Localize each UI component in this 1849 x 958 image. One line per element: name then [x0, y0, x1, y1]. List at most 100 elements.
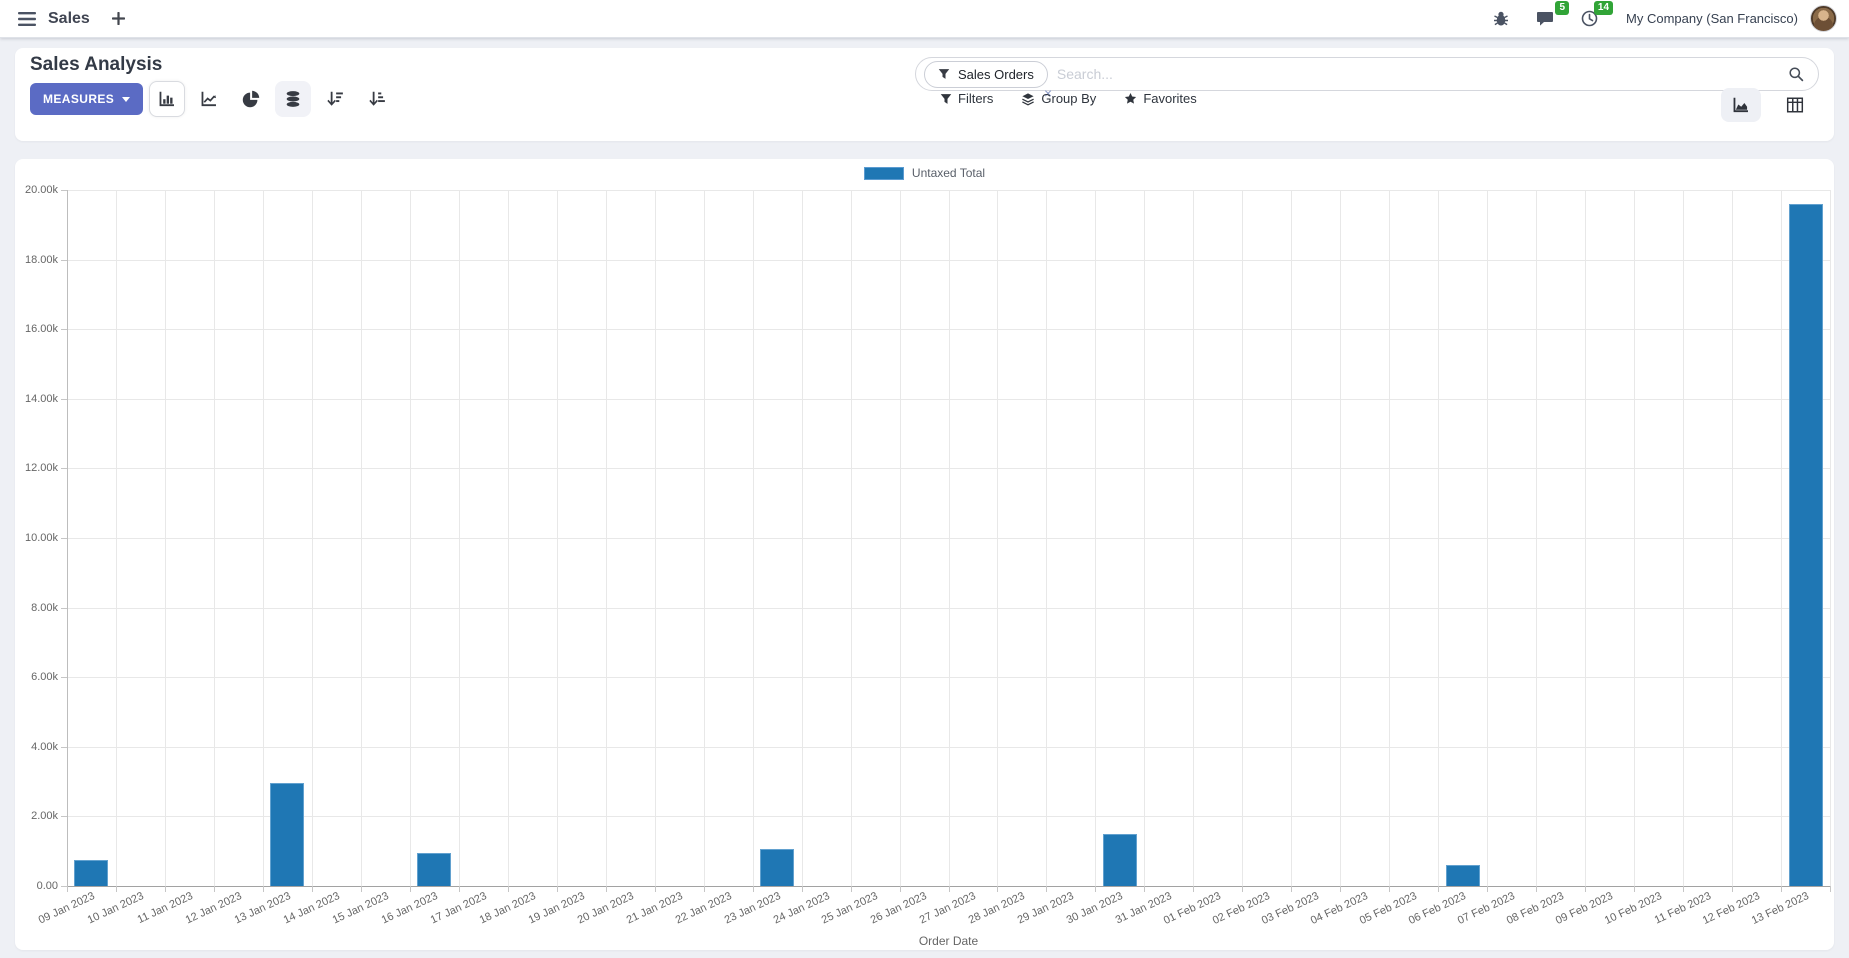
v-gridline	[1781, 190, 1783, 886]
group-by-button[interactable]: Group By	[1021, 91, 1096, 106]
filters-button[interactable]: Filters	[940, 91, 993, 106]
v-gridline	[654, 190, 656, 886]
facet-remove-icon[interactable]: ×	[1044, 85, 1053, 101]
bar-09-Jan-2023[interactable]	[74, 859, 109, 886]
x-tick	[115, 886, 117, 892]
stacked-toggle-button[interactable]	[275, 81, 312, 117]
group-by-label: Group By	[1041, 91, 1097, 106]
x-tick	[850, 886, 852, 892]
x-tick	[654, 886, 656, 892]
v-gridline	[948, 190, 950, 886]
filter-icon	[940, 93, 952, 105]
x-tick	[899, 886, 901, 892]
graph-view-button[interactable]	[1721, 88, 1761, 122]
y-tick	[61, 677, 67, 679]
plus-icon	[112, 12, 126, 25]
sort-ascending-icon	[369, 91, 386, 106]
favorites-button[interactable]: Favorites	[1124, 91, 1197, 106]
x-tick	[1732, 886, 1734, 892]
filters-label: Filters	[958, 91, 994, 106]
sort-descending-button[interactable]	[317, 81, 353, 117]
apps-menu-button[interactable]	[12, 4, 42, 34]
search-bar[interactable]: Sales Orders Search...	[915, 57, 1819, 91]
y-axis-label: 2.00k	[31, 810, 58, 823]
x-tick	[1585, 886, 1587, 892]
legend-swatch	[863, 166, 904, 180]
clock-icon	[1581, 10, 1597, 27]
debug-button[interactable]	[1486, 4, 1516, 34]
search-placeholder[interactable]: Search...	[1056, 66, 1113, 82]
bar-16-Jan-2023[interactable]	[417, 852, 452, 886]
x-tick	[360, 886, 362, 892]
v-gridline	[507, 190, 509, 886]
y-axis-label: 18.00k	[24, 253, 58, 266]
sort-descending-icon	[327, 91, 344, 106]
v-gridline	[850, 190, 852, 886]
bar-chart-icon	[159, 91, 175, 107]
x-tick	[1144, 886, 1146, 892]
view-toolbar: MEASURES	[30, 81, 395, 117]
x-tick	[409, 886, 411, 892]
company-switcher[interactable]: My Company (San Francisco)	[1626, 11, 1798, 26]
stacked-icon	[286, 91, 300, 107]
pie-chart-icon	[243, 90, 260, 108]
y-tick	[61, 816, 67, 818]
hamburger-icon	[18, 11, 36, 26]
bar-13-Jan-2023[interactable]	[270, 783, 305, 886]
pivot-view-button[interactable]	[1775, 88, 1815, 122]
v-gridline	[1193, 190, 1195, 886]
search-icon[interactable]	[1788, 66, 1804, 82]
v-gridline	[360, 190, 362, 886]
x-tick	[1291, 886, 1293, 892]
bar-06-Feb-2023[interactable]	[1445, 865, 1480, 886]
pie-chart-button[interactable]	[233, 81, 269, 117]
y-tick	[61, 886, 67, 887]
app-name[interactable]: Sales	[48, 9, 90, 27]
bar-30-Jan-2023[interactable]	[1102, 833, 1137, 886]
sort-ascending-button[interactable]	[359, 81, 395, 117]
messages-badge: 5	[1555, 0, 1570, 15]
line-chart-icon	[201, 91, 217, 107]
v-gridline	[262, 190, 264, 886]
chart-legend[interactable]: Untaxed Total	[15, 166, 1834, 180]
search-facet-label: Sales Orders	[958, 66, 1034, 82]
page-title: Sales Analysis	[30, 54, 163, 75]
measures-button[interactable]: MEASURES	[30, 83, 144, 115]
x-tick	[1683, 886, 1685, 892]
x-tick	[801, 886, 803, 892]
messages-button[interactable]: 5	[1530, 0, 1570, 34]
x-tick	[507, 886, 509, 892]
v-gridline	[1830, 190, 1831, 886]
bar-13-Feb-2023[interactable]	[1788, 203, 1823, 886]
v-gridline	[1634, 190, 1636, 886]
caret-down-icon	[122, 96, 131, 102]
x-tick	[311, 886, 313, 892]
x-tick	[213, 886, 215, 892]
v-gridline	[311, 190, 313, 886]
y-axis-label: 12.00k	[24, 462, 58, 475]
line-chart-button[interactable]	[191, 81, 227, 117]
y-tick	[61, 468, 67, 470]
top-navbar: Sales 5 14 My Company (San Francisco)	[0, 0, 1849, 38]
v-gridline	[703, 190, 705, 886]
bar-chart-button[interactable]	[149, 81, 186, 117]
v-gridline	[213, 190, 215, 886]
bar-23-Jan-2023[interactable]	[760, 849, 795, 886]
v-gridline	[1095, 190, 1097, 886]
new-tab-button[interactable]	[104, 4, 134, 34]
layers-icon	[1021, 92, 1035, 106]
y-axis-label: 4.00k	[31, 740, 58, 753]
search-facet-sales-orders[interactable]: Sales Orders	[924, 60, 1048, 88]
star-icon	[1124, 92, 1137, 105]
v-gridline	[1585, 190, 1587, 886]
x-tick	[1046, 886, 1048, 892]
v-gridline	[1144, 190, 1146, 886]
v-gridline	[1291, 190, 1293, 886]
avatar[interactable]	[1810, 5, 1837, 32]
v-gridline	[752, 190, 754, 886]
x-tick	[605, 886, 607, 892]
x-tick	[262, 886, 264, 892]
activities-button[interactable]: 14	[1574, 0, 1614, 34]
y-axis-label: 20.00k	[24, 184, 58, 196]
bug-icon	[1494, 11, 1509, 25]
